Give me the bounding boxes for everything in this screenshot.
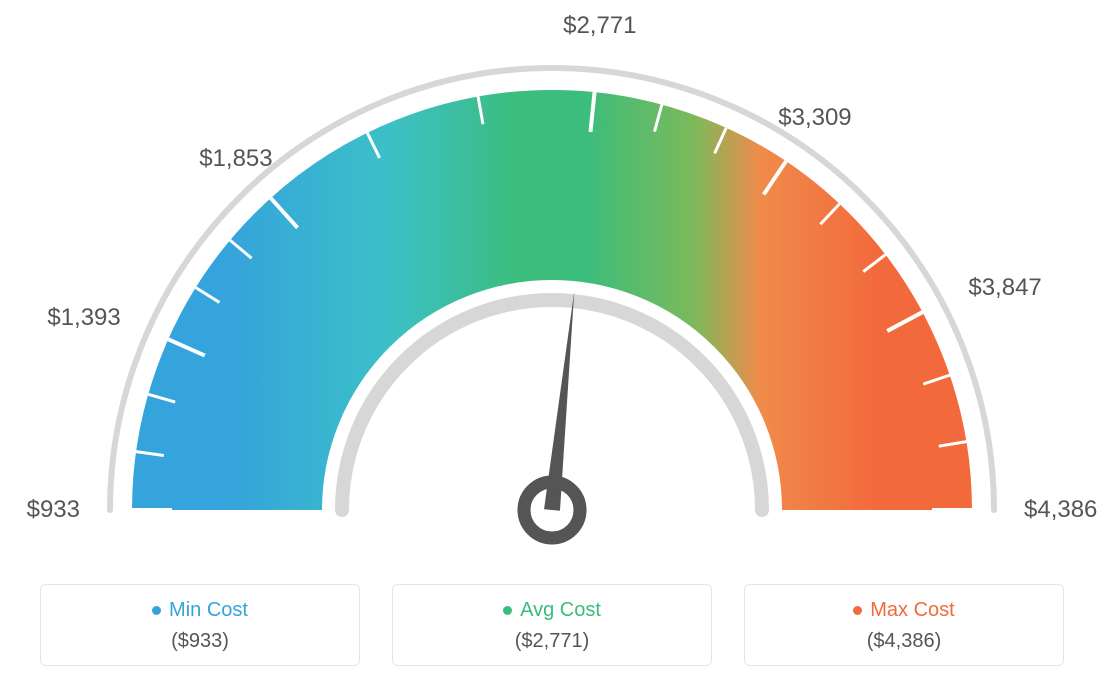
legend-dot-icon — [503, 606, 512, 615]
legend-value: ($2,771) — [403, 630, 701, 653]
chart-container: $933 $1,393 $1,853 $2,771 $3,309 $3,847 $4,386… — [0, 0, 1104, 690]
legend-card: Min Cost ($933) — [40, 584, 360, 666]
legend-dot-icon — [152, 606, 161, 615]
legend-row: Min Cost ($933) Avg Cost ($2,771) Max Cost ($… — [0, 584, 1104, 666]
tick-label: $933 — [27, 496, 80, 524]
legend-title: Min Cost — [152, 599, 248, 622]
gauge-area: $933 $1,393 $1,853 $2,771 $3,309 $3,847 $4,386 — [0, 0, 1104, 560]
tick-label: $4,386 — [1024, 496, 1097, 524]
legend-value: ($933) — [51, 630, 349, 653]
tick-label: $2,771 — [563, 12, 636, 40]
tick-label: $1,853 — [199, 145, 272, 173]
tick-label: $1,393 — [47, 304, 120, 332]
tick-label: $3,847 — [968, 274, 1041, 302]
legend-value: ($4,386) — [755, 630, 1053, 653]
legend-card: Max Cost ($4,386) — [744, 584, 1064, 666]
legend-title-text: Avg Cost — [520, 599, 601, 622]
legend-title-text: Min Cost — [169, 599, 248, 622]
gauge-svg — [0, 0, 1104, 560]
tick-label: $3,309 — [778, 104, 851, 132]
legend-title: Max Cost — [853, 599, 954, 622]
legend-title: Avg Cost — [503, 599, 601, 622]
legend-card: Avg Cost ($2,771) — [392, 584, 712, 666]
legend-dot-icon — [853, 606, 862, 615]
legend-title-text: Max Cost — [870, 599, 954, 622]
